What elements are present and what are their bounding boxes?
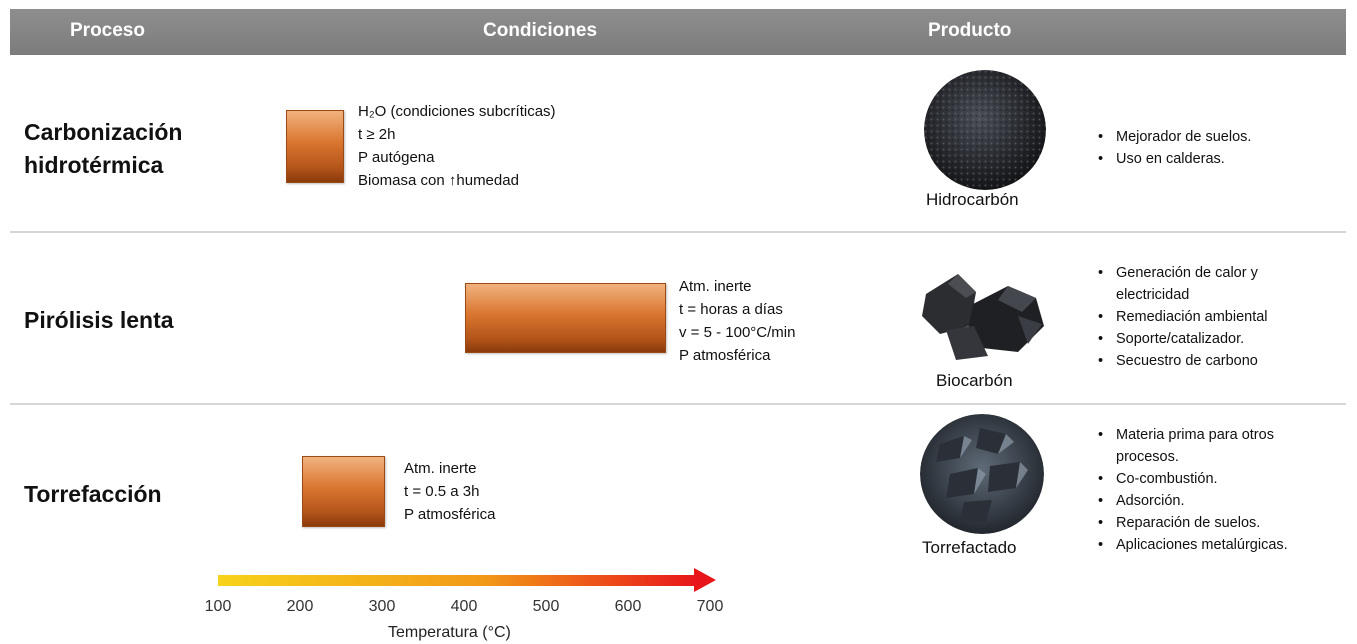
list-item: procesos. [1116,449,1179,465]
temp-bar-slow-pyrolysis [465,283,666,353]
process-torrefaction: Torrefacción [24,481,162,507]
axis-tick-700: 700 [696,598,724,615]
conditions-torrefaction: Atm. inerte t = 0.5 a 3h P atmosférica [404,460,496,523]
applications-biochar: Generación de calor y electricidad Remed… [1098,262,1268,372]
list-item: Co-combustión. [1098,468,1288,490]
axis-tick-500: 500 [532,598,560,615]
temperature-arrowhead [694,568,716,592]
process-hydrothermal: Carbonización hidrotérmica [24,119,183,178]
list-item: Soporte/catalizador. [1098,328,1268,350]
list-item: Aplicaciones metalúrgicas. [1098,534,1288,556]
temperature-gradient-bar [218,575,696,586]
applications-torrefied: Materia prima para otros procesos. Co-co… [1098,424,1288,556]
biochar-photo [918,264,1048,362]
conditions-hydrothermal: H₂O (condiciones subcríticas) t ≥ 2h P a… [358,103,556,189]
list-item: Materia prima para otros [1098,424,1288,446]
list-item: Remediación ambiental [1098,306,1268,328]
list-item: Generación de calor y [1098,262,1268,284]
list-item: Adsorción. [1098,490,1288,512]
temp-bar-hydrothermal [286,110,344,183]
header-product: Producto [928,20,1012,41]
process-slow-pyrolysis: Pirólisis lenta [24,307,174,333]
temp-bar-torrefaction [302,456,385,527]
axis-tick-600: 600 [614,598,642,615]
product-biochar: Biocarbón [936,371,1013,390]
axis-title: Temperatura (°C) [388,624,511,641]
axis-tick-100: 100 [204,598,232,615]
axis-tick-200: 200 [286,598,314,615]
header-process: Proceso [70,20,145,41]
torrefied-photo [920,414,1044,534]
product-torrefied: Torrefactado [922,538,1017,557]
applications-hydrochar: Mejorador de suelos. Uso en calderas. [1098,126,1251,170]
conditions-slow-pyrolysis: Atm. inerte t = horas a días v = 5 - 100… [679,278,796,364]
axis-tick-400: 400 [450,598,478,615]
row-separator [10,231,1346,233]
table-header: Proceso Condiciones Producto [10,9,1346,55]
row-separator [10,403,1346,405]
list-item: Mejorador de suelos. [1098,126,1251,148]
header-conditions: Condiciones [483,20,598,41]
list-item: Uso en calderas. [1098,148,1251,170]
list-item: Reparación de suelos. [1098,512,1288,534]
list-item: Secuestro de carbono [1098,350,1268,372]
hydrochar-photo [924,70,1046,190]
list-item: electricidad [1116,287,1190,303]
product-hydrochar: Hidrocarbón [926,190,1019,209]
axis-tick-300: 300 [368,598,396,615]
